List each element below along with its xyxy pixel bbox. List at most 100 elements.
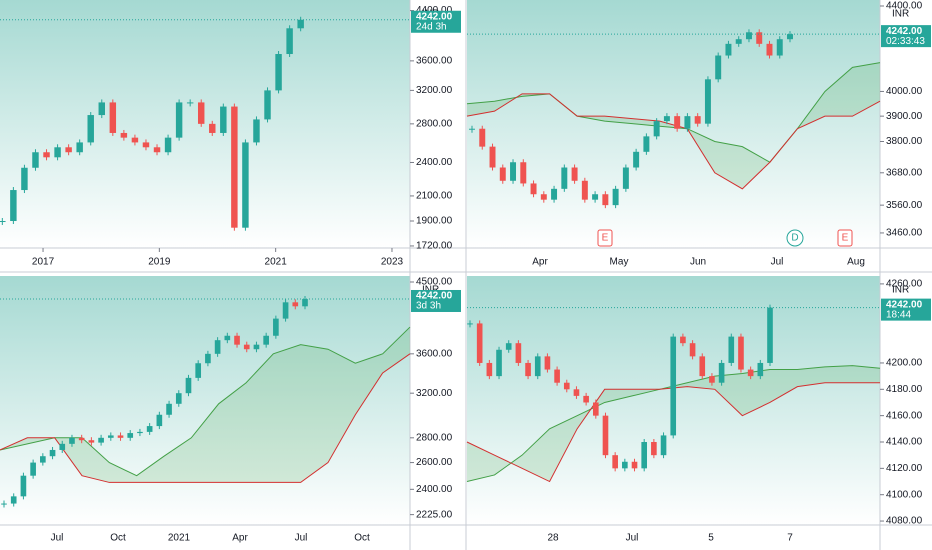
candle — [21, 167, 28, 191]
x-tick-label: Jul — [771, 257, 784, 268]
candle — [273, 318, 279, 336]
candle — [209, 123, 216, 133]
candle — [253, 119, 260, 143]
candle — [120, 132, 128, 138]
candle — [747, 369, 754, 377]
candle — [602, 194, 609, 206]
pane-background — [467, 0, 880, 248]
y-tick-label: 3680.00 — [886, 167, 923, 178]
candle — [175, 102, 183, 138]
candle — [224, 335, 231, 341]
candle — [185, 377, 192, 394]
candle — [220, 106, 227, 133]
candle — [561, 167, 568, 189]
cloud-area — [467, 365, 880, 482]
candle — [510, 162, 517, 181]
countdown-label: 3d 3h — [416, 301, 441, 312]
currency-label: INR — [892, 285, 909, 296]
candle — [699, 356, 706, 377]
candle — [738, 336, 744, 370]
y-tick-label: 4180.00 — [886, 384, 923, 395]
candle — [643, 136, 650, 152]
candle — [715, 55, 722, 80]
candle — [1, 503, 7, 505]
y-tick-label: 3200.00 — [416, 85, 453, 96]
y-tick-label: 3560.00 — [886, 200, 923, 211]
candle — [476, 323, 483, 363]
y-tick-label: 4500.00 — [416, 277, 453, 288]
candle — [525, 362, 531, 377]
candle — [602, 415, 609, 456]
candle — [109, 102, 117, 133]
x-tick-label: Jun — [690, 257, 706, 268]
candle — [515, 343, 522, 363]
candle — [292, 302, 299, 307]
candle — [670, 336, 677, 436]
candle — [146, 426, 153, 432]
x-tick-label: 7 — [787, 533, 793, 544]
x-tick-label: Jul — [626, 533, 639, 544]
event-label: D — [791, 233, 798, 244]
x-tick-label: Jul — [51, 533, 64, 544]
candle — [530, 183, 537, 195]
candle — [40, 456, 46, 463]
candle — [787, 34, 793, 40]
x-tick-label: 28 — [547, 533, 559, 544]
x-tick-label: Apr — [232, 533, 248, 544]
candle — [680, 336, 686, 344]
candle — [756, 32, 763, 44]
candle — [633, 151, 640, 168]
x-tick-label: 2019 — [148, 257, 171, 268]
candle — [551, 188, 558, 200]
candle — [59, 443, 66, 450]
y-tick-label: 2400.00 — [416, 484, 453, 495]
candle — [486, 362, 493, 377]
y-tick-label: 2100.00 — [416, 191, 453, 202]
candle — [54, 147, 61, 158]
y-tick-label: 4400.00 — [416, 5, 453, 16]
candle — [554, 369, 560, 383]
span-b-line — [0, 353, 411, 483]
y-tick-label: 3200.00 — [416, 388, 453, 399]
candle — [622, 167, 629, 189]
candle — [592, 194, 599, 200]
candle — [684, 116, 691, 129]
candle — [243, 344, 250, 350]
candle — [297, 19, 304, 29]
span-a-line — [0, 326, 411, 477]
x-tick-label: Oct — [354, 533, 370, 544]
candle — [573, 389, 580, 396]
cloud-area — [467, 62, 880, 189]
y-tick-label: 3600.00 — [416, 56, 453, 67]
candle — [205, 353, 211, 364]
candle — [30, 462, 36, 476]
countdown-label: 18:44 — [886, 309, 911, 320]
candle — [98, 102, 105, 116]
y-tick-label: 4100.00 — [886, 489, 923, 500]
candle — [583, 395, 589, 403]
candle — [286, 28, 293, 55]
candle — [253, 344, 260, 350]
candle — [197, 102, 205, 124]
candle — [264, 90, 271, 120]
candle — [489, 146, 496, 168]
candle — [88, 440, 95, 443]
x-tick-label: 2023 — [381, 257, 404, 268]
candle — [242, 142, 249, 228]
last-price-badge — [411, 10, 461, 33]
candle — [32, 152, 39, 168]
candle — [694, 116, 701, 124]
candle — [704, 79, 711, 124]
candle — [641, 442, 648, 469]
y-tick-label: 4080.00 — [886, 516, 923, 527]
event-badge — [597, 229, 613, 247]
candle — [622, 461, 628, 469]
x-tick-label: Aug — [847, 257, 865, 268]
last-price-badge — [411, 289, 461, 312]
candle — [757, 362, 764, 377]
candle — [469, 128, 475, 130]
candle — [127, 433, 134, 438]
candle — [10, 496, 17, 504]
candle — [275, 54, 282, 91]
